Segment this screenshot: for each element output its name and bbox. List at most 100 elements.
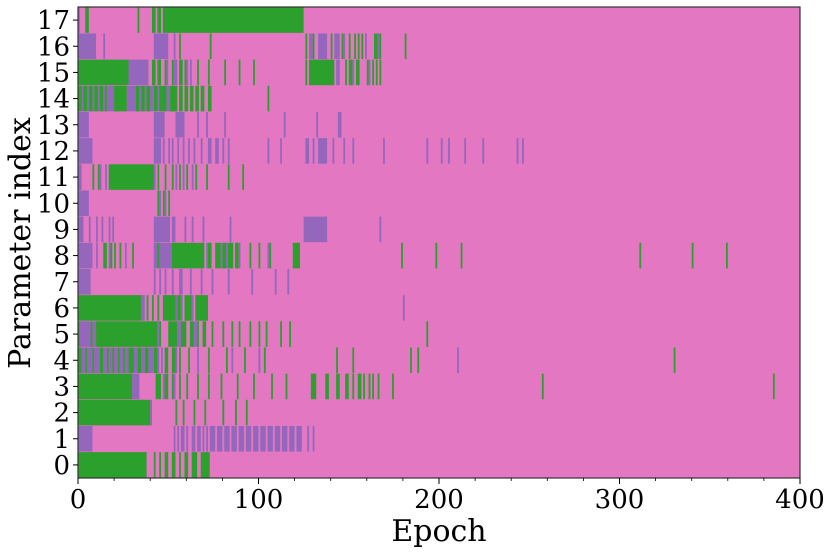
heatmap-cell-purple-row-12 xyxy=(522,138,524,164)
heatmap-cell-purple-row-12 xyxy=(343,138,346,164)
heatmap-cell-green-row-15 xyxy=(375,59,378,86)
heatmap-cell-green-row-11 xyxy=(92,164,95,190)
heatmap-cell-purple-row-15 xyxy=(173,59,178,86)
y-tick-label: 12 xyxy=(37,137,70,167)
heatmap-cell-green-row-2 xyxy=(175,399,178,426)
heatmap-cell-green-row-17 xyxy=(152,7,156,33)
heatmap-cell-purple-row-12 xyxy=(464,138,467,164)
heatmap-cell-green-row-8 xyxy=(269,242,272,269)
heatmap-cell-purple-row-14 xyxy=(106,85,115,112)
heatmap-cell-purple-row-8 xyxy=(206,242,208,269)
heatmap-cell-purple-row-7 xyxy=(251,268,254,295)
heatmap-cell-purple-row-11 xyxy=(99,164,102,190)
heatmap-cell-purple-row-13 xyxy=(206,111,208,138)
heatmap-cell-purple-row-7 xyxy=(274,268,277,295)
heatmap-cell-purple-row-8 xyxy=(220,242,223,269)
heatmap-cell-purple-row-16 xyxy=(309,33,313,60)
heatmap-cell-purple-row-13 xyxy=(153,111,165,138)
heatmap-cell-green-row-4 xyxy=(117,347,120,374)
heatmap-cell-green-row-11 xyxy=(186,164,189,190)
heatmap-cell-purple-row-16 xyxy=(343,33,346,60)
heatmap-cell-green-row-3 xyxy=(179,373,181,400)
x-tick-label: 300 xyxy=(595,485,645,515)
heatmap-cell-purple-row-1 xyxy=(216,425,223,452)
heatmap-cell-purple-row-12 xyxy=(305,138,310,164)
heatmap-cell-green-row-15 xyxy=(372,59,375,86)
heatmap-cell-purple-row-14 xyxy=(157,85,160,112)
heatmap-cell-green-row-8 xyxy=(157,242,160,269)
heatmap-cell-purple-row-1 xyxy=(209,425,216,452)
heatmap-cell-green-row-17 xyxy=(162,7,304,33)
heatmap-cell-purple-row-12 xyxy=(182,138,185,164)
y-tick-label: 9 xyxy=(53,215,70,245)
heatmap-cell-green-row-5 xyxy=(197,321,199,347)
heatmap-cell-green-row-14 xyxy=(94,85,98,112)
heatmap-cell-green-row-0 xyxy=(184,452,189,478)
heatmap-cell-green-row-4 xyxy=(417,347,420,374)
heatmap-cell-green-row-3 xyxy=(186,373,189,400)
heatmap-cell-purple-row-12 xyxy=(440,138,443,164)
heatmap-cell-green-row-17 xyxy=(157,7,162,33)
heatmap-cell-green-row-14 xyxy=(99,85,104,112)
heatmap-cell-green-row-3 xyxy=(155,373,162,400)
heatmap-cell-green-row-16 xyxy=(330,33,333,60)
heatmap-cell-green-row-6 xyxy=(162,295,176,321)
heatmap-cell-green-row-15 xyxy=(348,59,353,86)
heatmap-cell-purple-row-7 xyxy=(211,268,214,295)
heatmap-cell-purple-row-15 xyxy=(166,59,169,86)
heatmap-cell-purple-row-12 xyxy=(352,138,355,164)
heatmap-cell-green-row-6 xyxy=(146,295,149,321)
heatmap-cell-purple-row-1 xyxy=(231,425,237,452)
y-tick-label: 10 xyxy=(37,189,70,219)
heatmap-cell-purple-row-10 xyxy=(78,190,89,217)
heatmap-cell-green-row-17 xyxy=(137,7,140,33)
heatmap-cell-purple-row-12 xyxy=(168,138,171,164)
heatmap-cell-green-row-14 xyxy=(200,85,205,112)
heatmap-cell-green-row-10 xyxy=(162,190,165,217)
heatmap-cell-purple-row-11 xyxy=(105,164,107,190)
heatmap-cell-green-row-3 xyxy=(345,373,349,400)
heatmap-cell-purple-row-12 xyxy=(222,138,225,164)
heatmap-cell-green-row-4 xyxy=(188,347,190,374)
heatmap-cell-green-row-14 xyxy=(135,85,140,112)
heatmap-cell-green-row-15 xyxy=(152,59,156,86)
heatmap-cell-purple-row-13 xyxy=(78,111,89,138)
heatmap-cell-purple-row-15 xyxy=(336,59,340,86)
heatmap-cell-purple-row-12 xyxy=(280,138,282,164)
heatmap-cell-green-row-11 xyxy=(164,164,167,190)
heatmap-cell-green-row-15 xyxy=(309,59,335,86)
heatmap-cell-green-row-4 xyxy=(128,347,134,374)
y-tick-label: 3 xyxy=(53,372,70,402)
x-tick-label: 200 xyxy=(414,485,464,515)
heatmap-cell-purple-row-12 xyxy=(227,138,230,164)
heatmap-cell-green-row-15 xyxy=(171,59,174,86)
heatmap-cell-green-row-16 xyxy=(305,33,308,60)
heatmap-cell-purple-row-11 xyxy=(175,164,178,190)
heatmap-cell-purple-row-1 xyxy=(238,425,245,452)
heatmap-cell-green-row-5 xyxy=(96,321,158,347)
y-tick-label: 15 xyxy=(37,58,70,88)
heatmap-cell-green-row-14 xyxy=(105,85,107,112)
heatmap-cell-green-row-8 xyxy=(132,242,134,269)
heatmap-cell-green-row-14 xyxy=(184,85,189,112)
heatmap-cell-green-row-14 xyxy=(170,85,178,112)
y-tick-label: 11 xyxy=(37,163,70,193)
heatmap-cell-purple-row-2 xyxy=(150,399,153,426)
heatmap-cell-purple-row-1 xyxy=(245,425,252,452)
heatmap-cell-green-row-5 xyxy=(231,321,234,347)
heatmap-cell-green-row-16 xyxy=(348,33,351,60)
heatmap-cell-purple-row-5 xyxy=(157,321,160,347)
heatmap-cell-purple-row-14 xyxy=(81,85,84,112)
heatmap-cell-green-row-8 xyxy=(171,242,205,269)
heatmap-cell-green-row-15 xyxy=(224,59,227,86)
heatmap-cell-purple-row-12 xyxy=(188,138,190,164)
heatmap-cell-green-row-11 xyxy=(227,164,230,190)
heatmap-cell-green-row-14 xyxy=(146,85,151,112)
heatmap-cell-purple-row-4 xyxy=(258,347,261,374)
heatmap-cell-green-row-8 xyxy=(460,242,463,269)
heatmap-cell-purple-row-6 xyxy=(402,295,405,321)
heatmap-cell-green-row-3 xyxy=(171,373,174,400)
heatmap-cell-green-row-3 xyxy=(78,373,133,400)
heatmap-cell-purple-row-14 xyxy=(87,85,89,112)
